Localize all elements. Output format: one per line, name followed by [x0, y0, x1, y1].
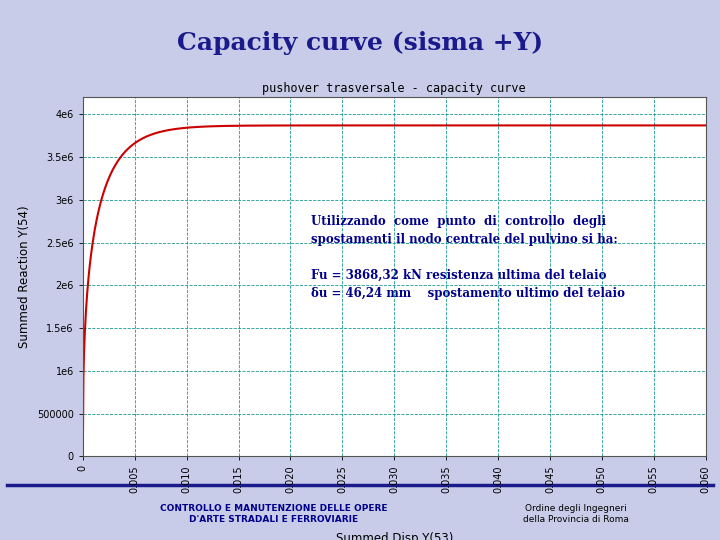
Text: Ordine degli Ingegneri
della Provincia di Roma: Ordine degli Ingegneri della Provincia d… — [523, 504, 629, 524]
Title: pushover trasversale - capacity curve: pushover trasversale - capacity curve — [262, 82, 526, 94]
Y-axis label: Summed Reaction Y(54): Summed Reaction Y(54) — [18, 205, 32, 348]
Text: Capacity curve (sisma +Y): Capacity curve (sisma +Y) — [177, 31, 543, 55]
Text: CONTROLLO E MANUTENZIONE DELLE OPERE
D'ARTE STRADALI E FERROVIARIE: CONTROLLO E MANUTENZIONE DELLE OPERE D'A… — [160, 504, 387, 524]
Text: Utilizzando  come  punto  di  controllo  degli
spostamenti il nodo centrale del : Utilizzando come punto di controllo degl… — [311, 215, 625, 300]
X-axis label: Summed Disp Y(53): Summed Disp Y(53) — [336, 532, 453, 540]
